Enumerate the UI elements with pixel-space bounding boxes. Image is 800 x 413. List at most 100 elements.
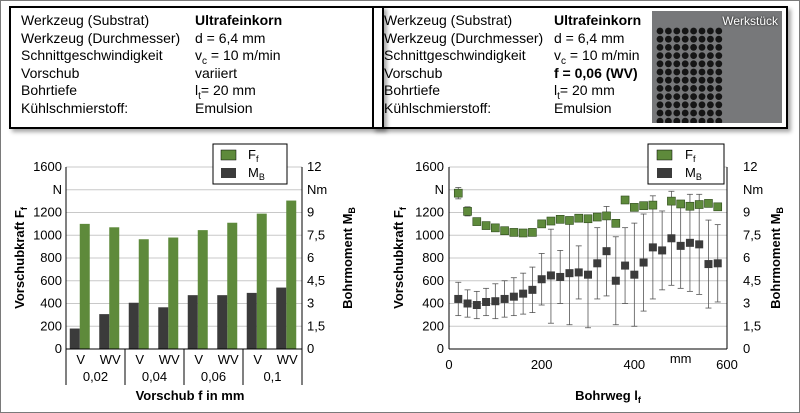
point-moment <box>472 301 481 310</box>
y-axis-title-right: Bohrmoment MB <box>340 207 357 309</box>
point-moment <box>537 275 546 284</box>
param-value: d = 6,4 mm <box>195 29 266 46</box>
point-moment <box>546 271 555 280</box>
y-tick-label-left: 1600 <box>33 159 62 174</box>
param-key: Werkzeug (Substrat) <box>384 12 513 28</box>
workpiece-hole <box>673 109 681 117</box>
bar-moment <box>128 302 139 349</box>
param-value: f = 0,06 (WV) <box>554 64 638 81</box>
workpiece-hole <box>715 68 723 76</box>
bar-force <box>227 222 238 349</box>
parameter-box-right: Werkzeug (Substrat) Ultrafeinkorn Werkze… <box>372 6 788 129</box>
point-moment <box>685 238 694 247</box>
legend-label-moment: MB <box>685 165 702 182</box>
y-tick-label-right: 4,5 <box>743 273 761 288</box>
param-value-subscript: t <box>198 91 201 103</box>
legend-swatch-force <box>656 149 673 161</box>
workpiece-hole <box>681 76 689 84</box>
bar-force <box>256 213 267 349</box>
workpiece-hole <box>673 52 681 59</box>
workpiece-hole <box>665 76 672 84</box>
point-force <box>676 199 685 209</box>
workpiece-hole <box>681 60 689 68</box>
y-tick-label-left: 600 <box>40 273 62 288</box>
bar-moment <box>217 295 228 349</box>
point-force <box>528 228 537 237</box>
y-tick-label-right: 0 <box>307 341 314 356</box>
workpiece-hole <box>698 52 706 59</box>
x-category-label: V <box>135 352 144 367</box>
x-category-label: WV <box>100 352 121 367</box>
workpiece-hole <box>698 60 706 68</box>
x-category-label: WV <box>218 352 239 367</box>
point-force <box>694 200 704 209</box>
y-tick-label-right: 3 <box>743 296 750 311</box>
workpiece-hole <box>698 68 706 76</box>
bar-force <box>138 239 149 349</box>
point-moment <box>639 258 648 267</box>
y-tick-label-right: 12 <box>307 159 321 174</box>
workpiece-hole <box>690 60 697 68</box>
point-force <box>713 202 723 212</box>
workpiece-hole <box>665 60 672 68</box>
workpiece-hole <box>707 52 714 59</box>
workpiece-hole <box>656 35 664 43</box>
param-value: Emulsion <box>554 100 612 116</box>
point-force <box>537 219 546 229</box>
workpiece-hole <box>681 101 689 109</box>
bar-force <box>79 223 90 349</box>
workpiece-hole <box>673 93 681 100</box>
workpiece-hole <box>681 68 689 76</box>
x-category-label: WV <box>277 352 298 367</box>
y-tick-label-right: 9 <box>743 205 750 220</box>
bar-chart-vorschub: 0200400600800100012001400160001,534,567,… <box>12 143 357 403</box>
workpiece-hole <box>690 35 697 43</box>
x-category-label: V <box>253 352 262 367</box>
workpiece-hole <box>698 101 706 109</box>
param-key: Kühlschmierstoff: <box>384 100 492 116</box>
workpiece-hole <box>656 68 664 76</box>
workpiece-hole <box>690 101 697 109</box>
point-moment <box>658 246 667 255</box>
workpiece-hole <box>665 85 672 92</box>
workpiece-hole <box>656 44 664 51</box>
workpiece-hole <box>690 109 697 117</box>
bar-moment <box>246 292 257 349</box>
workpiece-hole <box>665 93 672 100</box>
workpiece-hole <box>715 76 723 84</box>
workpiece-hole <box>707 76 714 84</box>
workpiece-hole <box>673 117 681 123</box>
y-tick-label-right: 6 <box>307 250 314 265</box>
y-tick-label-right: 3 <box>307 296 314 311</box>
bar-moment <box>276 287 287 349</box>
x-axis-title: Bohrweg lf <box>575 388 642 405</box>
y-tick-label-right: 7,5 <box>307 227 325 242</box>
workpiece-hole <box>665 109 672 117</box>
workpiece-hole <box>665 44 672 51</box>
workpiece-hole <box>698 27 706 35</box>
legend-swatch-force <box>220 149 237 161</box>
y-tick-label-right: 9 <box>307 205 314 220</box>
point-moment <box>556 272 565 281</box>
param-value: vc = 10 m/min <box>195 47 281 70</box>
param-key: Vorschub <box>21 64 80 81</box>
x-tick-label: 0 <box>445 357 452 372</box>
point-force <box>518 228 528 238</box>
workpiece-hole <box>690 27 697 35</box>
workpiece-hole <box>656 101 664 109</box>
x-axis-title: Vorschub f in mm <box>136 388 245 403</box>
workpiece-hole <box>698 44 706 51</box>
point-force <box>491 223 500 233</box>
param-key: Bohrtiefe <box>384 82 441 99</box>
workpiece-holes <box>656 27 723 123</box>
point-force <box>509 228 519 237</box>
y-tick-label-left: 1200 <box>415 205 444 220</box>
workpiece-hole <box>707 109 714 117</box>
param-key: Werkzeug (Durchmesser) <box>21 29 181 46</box>
param-value-subscript: c <box>561 55 566 67</box>
y-tick-label-left: 800 <box>40 250 62 265</box>
point-moment <box>704 260 713 269</box>
x-tick-label: 400 <box>623 357 645 372</box>
